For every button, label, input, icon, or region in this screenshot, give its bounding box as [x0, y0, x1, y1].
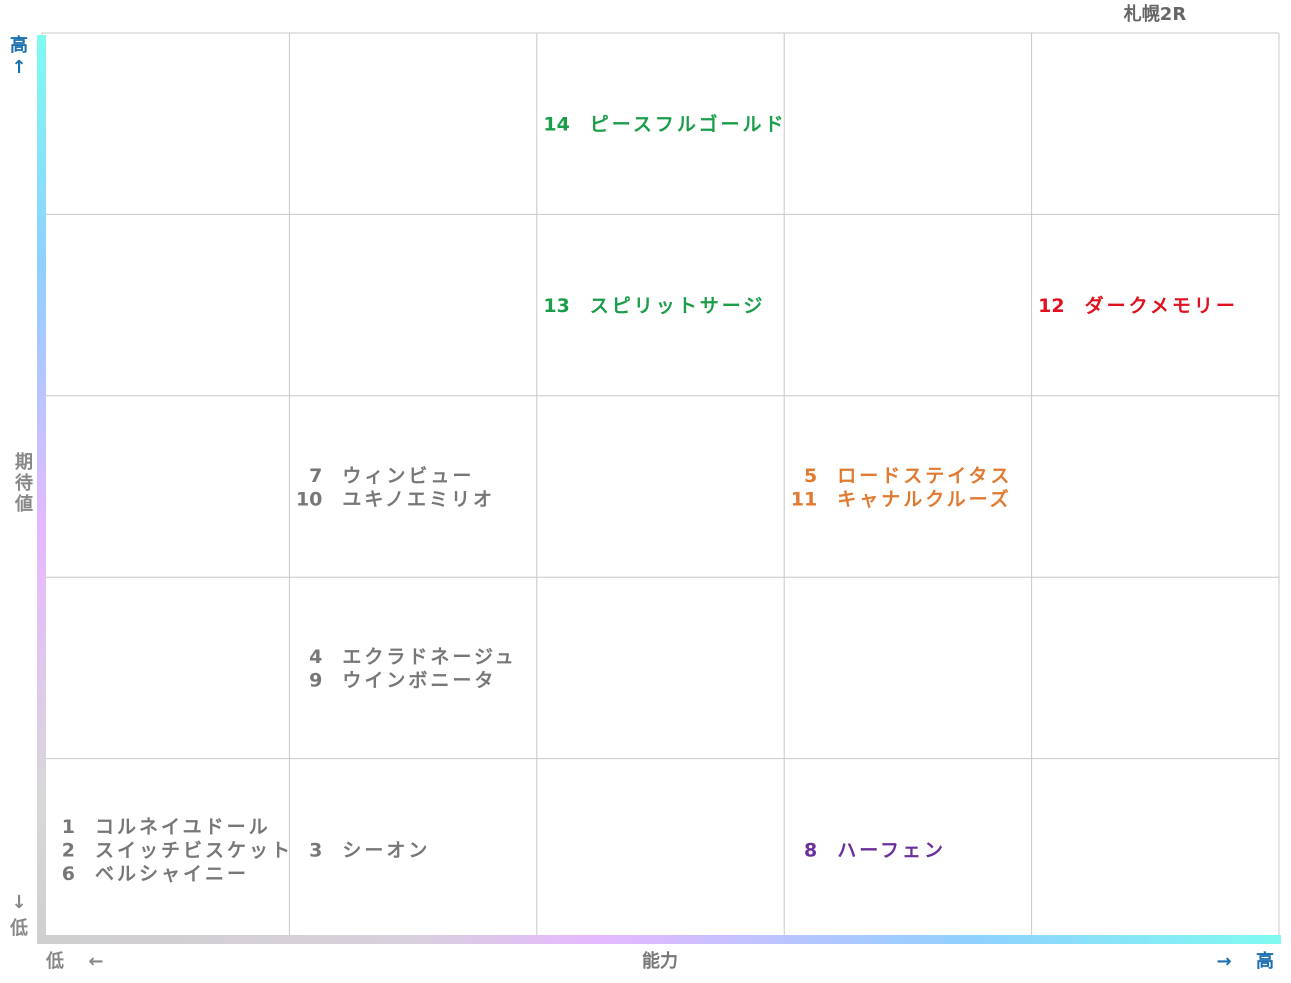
x-axis-high: 高	[1256, 950, 1274, 972]
horse-number: 8	[804, 839, 817, 861]
horse-name: ハーフェン	[837, 839, 946, 861]
horse-name: エクラドネージュ	[342, 646, 516, 668]
horse-name: キャナルクルーズ	[837, 487, 1011, 510]
horse-number: 5	[804, 465, 817, 487]
x-axis-high-arrow: →	[1216, 951, 1231, 972]
horse-number: 13	[543, 295, 569, 317]
horse-number: 3	[309, 839, 322, 861]
horse-name: ウインボニータ	[342, 670, 496, 692]
horse-name: スピリットサージ	[590, 295, 766, 317]
y-axis-high-arrow: ↑	[11, 57, 26, 78]
y-axis-high: 高	[10, 34, 28, 56]
horse-name: ユキノエミリオ	[342, 488, 495, 510]
horse-name: ロードステイタス	[837, 465, 1012, 487]
x-axis-bar	[37, 935, 1281, 944]
title: 札幌2R	[1123, 3, 1187, 25]
y-axis-low: 低	[9, 917, 28, 939]
y-axis-bar	[37, 35, 46, 943]
horse-number: 11	[791, 488, 817, 510]
grid	[41, 32, 1280, 941]
horse-number: 9	[309, 670, 322, 692]
x-axis-label: 能力	[642, 950, 678, 972]
horse-number: 4	[309, 646, 322, 668]
horse-name: ウィンビュー	[342, 465, 474, 487]
horse-number: 2	[62, 839, 75, 861]
horse-name: シーオン	[342, 839, 430, 861]
horse-number: 1	[62, 816, 75, 838]
horse-name: ピースフルゴールド	[590, 113, 787, 136]
horse-name: スイッチビスケット	[95, 839, 293, 861]
x-axis-low: 低	[45, 950, 64, 972]
horse-number: 6	[62, 863, 75, 885]
horse-number: 10	[296, 488, 322, 510]
y-axis-low-arrow: ↓	[11, 892, 26, 913]
horse-number: 7	[309, 465, 322, 487]
y-axis-label: 期待値	[12, 452, 33, 515]
horse-name: コルネイユドール	[95, 816, 271, 838]
x-axis-low-arrow: ←	[88, 951, 103, 972]
horse-name: ダークメモリー	[1085, 294, 1238, 317]
horse-name: ベルシャイニー	[95, 863, 249, 885]
horse-number: 12	[1038, 295, 1064, 317]
horse-number: 14	[543, 114, 569, 136]
